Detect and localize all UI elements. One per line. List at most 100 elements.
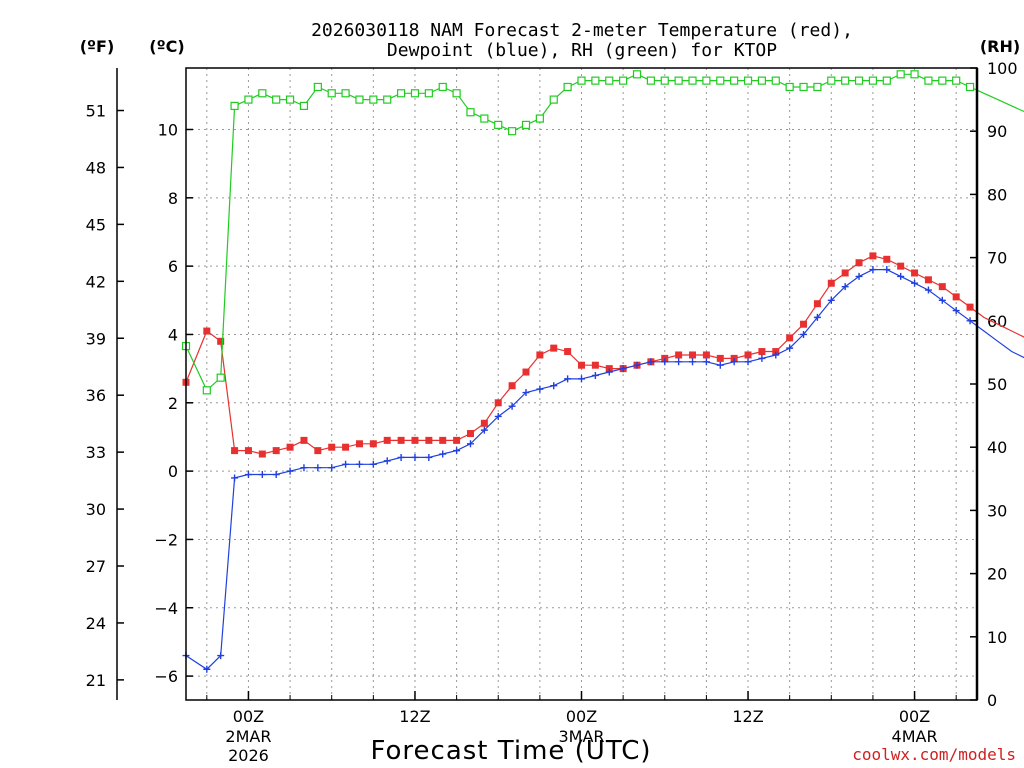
temperature-point bbox=[314, 447, 322, 455]
dewpoint-point bbox=[508, 402, 516, 410]
x-tick-label-year: 2026 bbox=[228, 746, 269, 765]
dewpoint-point bbox=[480, 426, 488, 434]
rh-point bbox=[480, 114, 489, 123]
dewpoint-point bbox=[966, 317, 974, 325]
celsius-tick-label: −4 bbox=[154, 599, 178, 618]
dewpoint-point bbox=[203, 665, 211, 673]
temperature-point bbox=[966, 303, 974, 311]
dewpoint-point bbox=[758, 354, 766, 362]
temperature-point bbox=[439, 436, 447, 444]
temperature-point bbox=[286, 443, 294, 451]
rh-point bbox=[216, 373, 225, 382]
celsius-tick-label: 0 bbox=[168, 462, 178, 481]
rh-point bbox=[938, 76, 947, 85]
temperature-point bbox=[217, 337, 225, 345]
x-tick-label-time: 00Z bbox=[899, 707, 930, 726]
chart-title-line1: 2026030118 NAM Forecast 2-meter Temperat… bbox=[311, 20, 853, 41]
series-rh bbox=[181, 70, 1024, 395]
dewpoint-point bbox=[730, 358, 738, 366]
temperature-point bbox=[203, 327, 211, 335]
temperature-point bbox=[564, 348, 572, 356]
dewpoint-point bbox=[342, 460, 350, 468]
plot-area-frame bbox=[185, 67, 978, 701]
temperature-point bbox=[869, 252, 877, 260]
temperature-point bbox=[328, 443, 336, 451]
rh-point bbox=[452, 89, 461, 98]
rh-point bbox=[272, 95, 281, 104]
rh-point bbox=[882, 76, 891, 85]
dewpoint-point bbox=[702, 358, 710, 366]
rh-point bbox=[730, 76, 739, 85]
celsius-tick-label: 6 bbox=[168, 257, 178, 276]
rh-unit-label: (RH) bbox=[980, 37, 1020, 56]
rh-point bbox=[674, 76, 683, 85]
chart-title-line2: Dewpoint (blue), RH (green) for KTOP bbox=[387, 40, 777, 61]
rh-point bbox=[632, 70, 642, 79]
temperature-point bbox=[578, 361, 585, 369]
rh-point bbox=[868, 76, 878, 85]
rh-tick-label: 0 bbox=[987, 691, 997, 710]
dewpoint-point bbox=[217, 652, 225, 660]
dewpoint-point bbox=[661, 358, 669, 366]
rh-point bbox=[757, 76, 767, 85]
celsius-unit-label: (ºC) bbox=[149, 37, 184, 56]
rh-point bbox=[230, 101, 239, 111]
rh-tick-label: 70 bbox=[987, 249, 1007, 268]
dewpoint-point bbox=[869, 266, 877, 274]
dewpoint-point bbox=[938, 296, 946, 304]
celsius-tick-label: −2 bbox=[154, 530, 178, 549]
fahrenheit-tick-label: 30 bbox=[86, 500, 106, 519]
temperature-point bbox=[494, 399, 502, 407]
rh-point bbox=[854, 76, 864, 85]
dewpoint-point bbox=[647, 358, 655, 366]
celsius-tick-label: 8 bbox=[168, 189, 178, 208]
rh-point bbox=[660, 76, 669, 85]
rh-point bbox=[549, 95, 558, 104]
rh-point bbox=[605, 76, 614, 85]
rh-point bbox=[771, 76, 780, 85]
dewpoint-point bbox=[453, 447, 461, 455]
fahrenheit-tick-label: 21 bbox=[86, 671, 106, 690]
rh-point bbox=[313, 82, 322, 92]
rh-point bbox=[841, 76, 850, 85]
rh-point bbox=[619, 76, 628, 85]
rh-point bbox=[327, 89, 336, 98]
rh-point bbox=[466, 108, 475, 117]
temperature-point bbox=[231, 447, 239, 455]
fahrenheit-tick-label: 36 bbox=[86, 386, 106, 405]
temperature-point bbox=[522, 368, 530, 376]
temperature-point bbox=[258, 450, 266, 458]
temperature-point bbox=[827, 279, 835, 287]
fahrenheit-tick-label: 45 bbox=[86, 215, 106, 234]
dewpoint-point bbox=[328, 464, 336, 472]
rh-point bbox=[299, 101, 309, 111]
rh-point bbox=[799, 82, 808, 92]
temperature-point bbox=[758, 348, 766, 356]
dewpoint-point bbox=[924, 286, 932, 294]
source-credit: coolwx.com/models bbox=[852, 745, 1016, 764]
rh-point bbox=[508, 127, 517, 136]
celsius-tick-label: 2 bbox=[168, 394, 178, 413]
fahrenheit-tick-label: 27 bbox=[86, 557, 106, 576]
fahrenheit-tick-label: 42 bbox=[86, 272, 106, 291]
x-tick-label-date: 3MAR bbox=[558, 727, 604, 746]
dewpoint-point bbox=[841, 283, 849, 291]
rh-point bbox=[716, 76, 725, 85]
data-series bbox=[181, 70, 1024, 673]
x-tick-label-date: 2MAR bbox=[225, 727, 271, 746]
dewpoint-point bbox=[244, 471, 252, 479]
dewpoint-point bbox=[605, 368, 613, 376]
rh-point bbox=[577, 76, 586, 85]
temperature-point bbox=[675, 351, 683, 359]
rh-point bbox=[244, 95, 253, 104]
temperature-point bbox=[813, 300, 821, 308]
dewpoint-point bbox=[425, 453, 433, 461]
dewpoint-point bbox=[355, 460, 363, 468]
fahrenheit-tick-label: 51 bbox=[86, 102, 106, 121]
temperature-point bbox=[411, 436, 419, 444]
rh-point bbox=[743, 76, 753, 85]
fahrenheit-tick-label: 48 bbox=[86, 158, 106, 177]
temperature-point bbox=[536, 351, 544, 359]
temperature-point bbox=[883, 255, 891, 263]
